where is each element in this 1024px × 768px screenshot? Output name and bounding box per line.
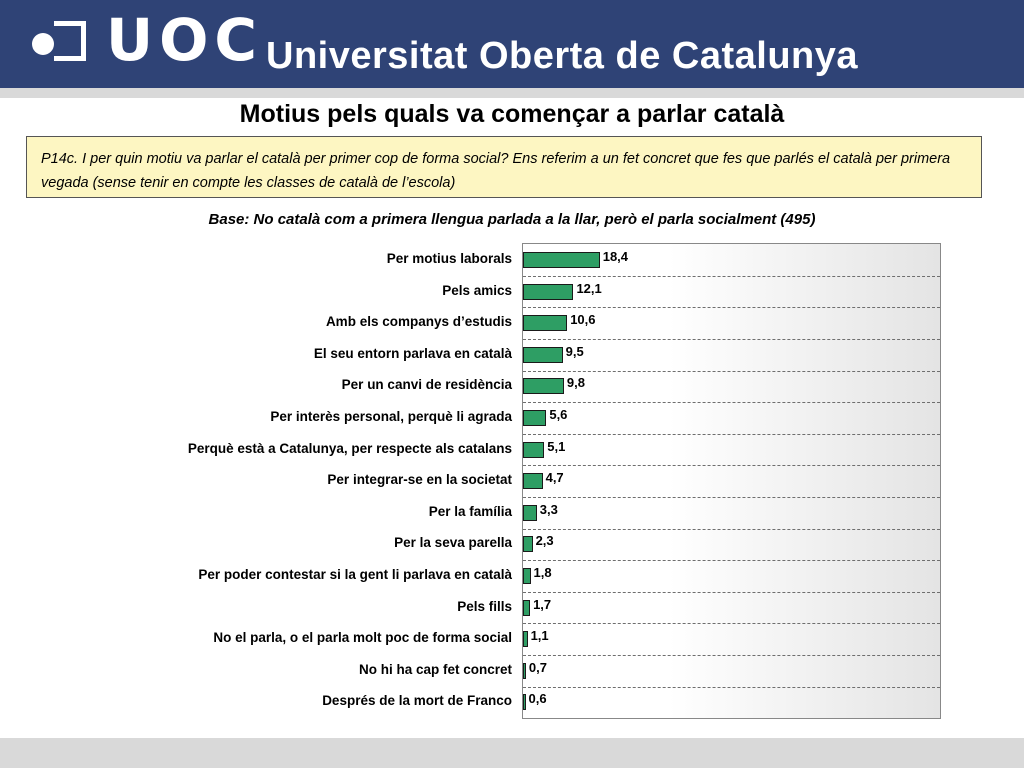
- category-label: Per motius laborals: [386, 251, 512, 266]
- footer-bar: [0, 738, 1024, 768]
- bar: [523, 631, 528, 648]
- data-label: 12,1: [576, 280, 602, 296]
- header-banner: UOC Universitat Oberta de Catalunya: [0, 0, 1024, 88]
- gridline: [523, 528, 940, 530]
- bar: [523, 410, 547, 426]
- question-box: P14c. I per quin motiu va parlar el cata…: [26, 136, 982, 198]
- category-label: Per poder contestar si la gent li parlav…: [198, 567, 512, 582]
- category-label: No hi ha cap fet concret: [358, 661, 512, 677]
- gridline: [523, 591, 940, 593]
- data-label: 0,7: [528, 659, 547, 675]
- data-label: 9,5: [565, 343, 584, 359]
- gridline: [523, 402, 940, 404]
- category-label: Per interès personal, perquè li agrada: [270, 409, 512, 424]
- category-label: Amb els companys d’estudis: [325, 314, 512, 330]
- category-label: Per integrar-se en la societat: [327, 472, 512, 488]
- chart-title: Motius pels quals va començar a parlar c…: [239, 100, 785, 128]
- data-label: 9,8: [566, 375, 585, 391]
- data-label: 1,7: [533, 596, 552, 612]
- gridline: [523, 655, 940, 656]
- gridline: [523, 560, 940, 562]
- category-label: Per la seva parella: [394, 535, 512, 551]
- gridline: [523, 623, 940, 625]
- gridline: [523, 433, 940, 435]
- data-label: 18,4: [602, 249, 629, 264]
- gridline: [523, 497, 940, 498]
- uoc-logo-dot-icon: [32, 33, 54, 55]
- category-label: No el parla, o el parla molt poc de form…: [213, 630, 512, 646]
- bar: [523, 694, 526, 711]
- data-label: 5,1: [547, 438, 566, 454]
- bar: [523, 252, 600, 268]
- gridline: [523, 686, 940, 688]
- data-label: 2,3: [535, 533, 554, 549]
- category-label: El seu entorn parlava en català: [313, 345, 512, 361]
- plot-area: 18,4 12,1 10,6 9,5 9,8 5,6 5,1 4,7 3,3 2,3 1,8 1,7 1…: [522, 243, 941, 719]
- data-label: 4,7: [545, 470, 564, 486]
- base-note: Base: No català com a primera llengua pa…: [208, 211, 816, 228]
- gridline: [523, 465, 940, 467]
- university-name: Universitat Oberta de Catalunya: [266, 35, 859, 77]
- category-label: Pels fills: [457, 598, 512, 614]
- data-label: 3,3: [539, 501, 558, 517]
- gridline: [523, 370, 940, 372]
- bar: [523, 283, 574, 300]
- bar: [523, 536, 533, 553]
- bar: [523, 378, 564, 395]
- gridline: [523, 275, 940, 277]
- uoc-logo: UOC: [106, 6, 263, 74]
- category-label: Perquè està a Catalunya, per respecte al…: [187, 440, 512, 456]
- bar: [523, 315, 568, 332]
- category-label: Pels amics: [442, 282, 512, 298]
- data-label: 1,1: [530, 628, 549, 644]
- bar: [523, 346, 563, 363]
- banner-divider: [0, 88, 1024, 98]
- bar: [523, 662, 526, 679]
- category-label: Després de la mort de Franco: [322, 693, 512, 709]
- bar: [523, 441, 545, 458]
- bar: [523, 568, 531, 584]
- data-label: 10,6: [570, 312, 596, 328]
- category-label: Per un canvi de residència: [341, 377, 512, 393]
- gridline: [523, 339, 940, 340]
- gridline: [523, 307, 940, 309]
- data-label: 0,6: [528, 691, 547, 707]
- data-label: 5,6: [549, 407, 568, 422]
- bar: [523, 504, 537, 521]
- category-label: Per la família: [428, 503, 512, 519]
- data-label: 1,8: [533, 565, 552, 580]
- bar: [523, 599, 531, 616]
- uoc-logo-bracket-icon: [54, 21, 86, 61]
- bar: [523, 473, 543, 490]
